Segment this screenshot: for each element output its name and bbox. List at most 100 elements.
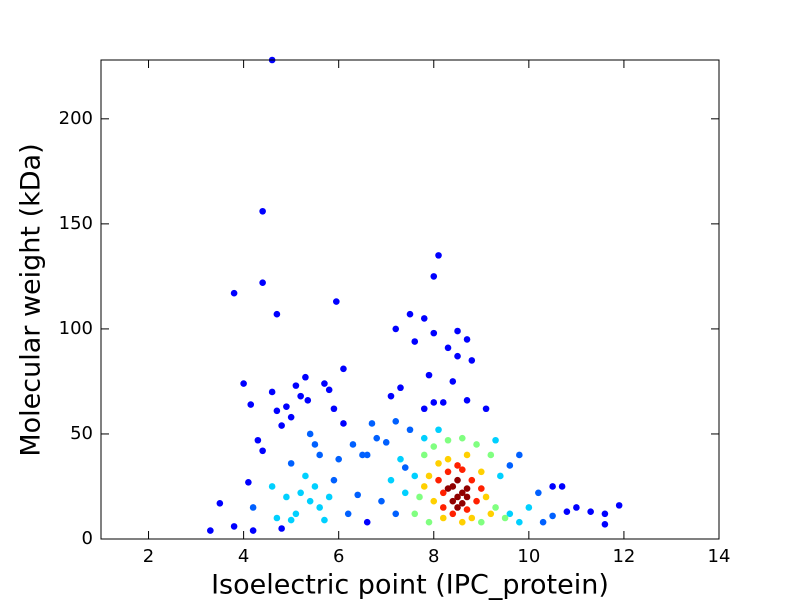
point: [330, 476, 338, 484]
point: [439, 489, 447, 497]
point: [473, 441, 480, 448]
y-tick-label: 100: [59, 318, 93, 339]
point: [468, 476, 476, 484]
point: [359, 451, 366, 459]
y-tick-label: 150: [59, 213, 93, 234]
point: [425, 371, 433, 379]
point: [387, 476, 395, 484]
point: [397, 455, 404, 463]
point: [306, 430, 314, 438]
point: [259, 447, 266, 455]
point: [463, 506, 471, 513]
point: [468, 357, 476, 364]
point: [340, 365, 347, 373]
point: [411, 510, 419, 518]
point: [363, 451, 371, 459]
point: [268, 388, 276, 396]
point: [492, 504, 499, 511]
point: [549, 483, 556, 490]
point: [463, 397, 471, 404]
y-axis-label: Molecular weight (kDa): [16, 143, 47, 456]
point: [449, 378, 457, 385]
point: [454, 504, 461, 511]
point: [207, 527, 214, 534]
point: [420, 405, 428, 413]
point: [321, 516, 328, 524]
point: [363, 518, 371, 526]
point: [401, 489, 409, 497]
point: [487, 510, 495, 518]
point: [321, 380, 328, 387]
point: [435, 460, 442, 467]
point: [516, 518, 523, 526]
point: [344, 510, 352, 518]
point: [340, 420, 347, 427]
point: [273, 514, 281, 522]
point: [454, 493, 461, 501]
x-tick-label: 2: [143, 546, 154, 567]
point: [240, 380, 247, 387]
point: [392, 510, 400, 518]
point: [278, 525, 285, 532]
plot-frame: [100, 59, 720, 540]
point: [487, 451, 495, 459]
point: [458, 466, 466, 473]
point: [558, 483, 566, 490]
point: [382, 439, 390, 446]
point: [304, 397, 312, 404]
y-tick-label: 200: [59, 108, 93, 129]
point: [420, 483, 428, 490]
point: [573, 504, 580, 511]
point: [444, 455, 452, 463]
point: [463, 493, 471, 501]
point: [463, 485, 471, 492]
point: [425, 472, 433, 480]
point: [254, 436, 262, 444]
point: [333, 298, 340, 305]
point: [249, 504, 257, 511]
point: [354, 491, 362, 499]
point: [325, 493, 333, 501]
y-tick-label: 50: [70, 423, 93, 444]
point: [316, 451, 323, 459]
point: [430, 399, 438, 406]
x-tick-label: 4: [238, 546, 249, 567]
point: [458, 489, 466, 497]
point: [439, 514, 447, 522]
point: [302, 373, 309, 381]
point: [268, 483, 276, 490]
point: [449, 497, 457, 505]
point: [539, 518, 547, 526]
point: [420, 434, 428, 442]
point: [601, 520, 609, 528]
point: [397, 384, 404, 392]
point: [516, 451, 523, 459]
point: [247, 401, 255, 408]
point: [501, 514, 509, 522]
point: [468, 514, 476, 522]
point: [439, 504, 447, 511]
point: [444, 344, 452, 352]
point: [478, 485, 485, 492]
point: [458, 434, 466, 442]
point: [325, 386, 333, 394]
point: [259, 207, 266, 215]
point: [330, 405, 338, 413]
point: [615, 502, 623, 509]
x-tick-label: 6: [333, 546, 344, 567]
point: [230, 289, 238, 297]
point: [425, 518, 433, 526]
point: [454, 352, 461, 360]
point: [283, 403, 290, 410]
point: [306, 497, 314, 505]
point: [430, 497, 438, 505]
point: [430, 329, 438, 337]
point: [535, 489, 542, 497]
point: [497, 472, 504, 480]
point: [411, 338, 419, 345]
point: [216, 499, 224, 507]
point: [482, 405, 490, 413]
x-tick-label: 8: [428, 546, 439, 567]
x-axis-label: Isoelectric point (IPC_protein): [211, 570, 609, 601]
